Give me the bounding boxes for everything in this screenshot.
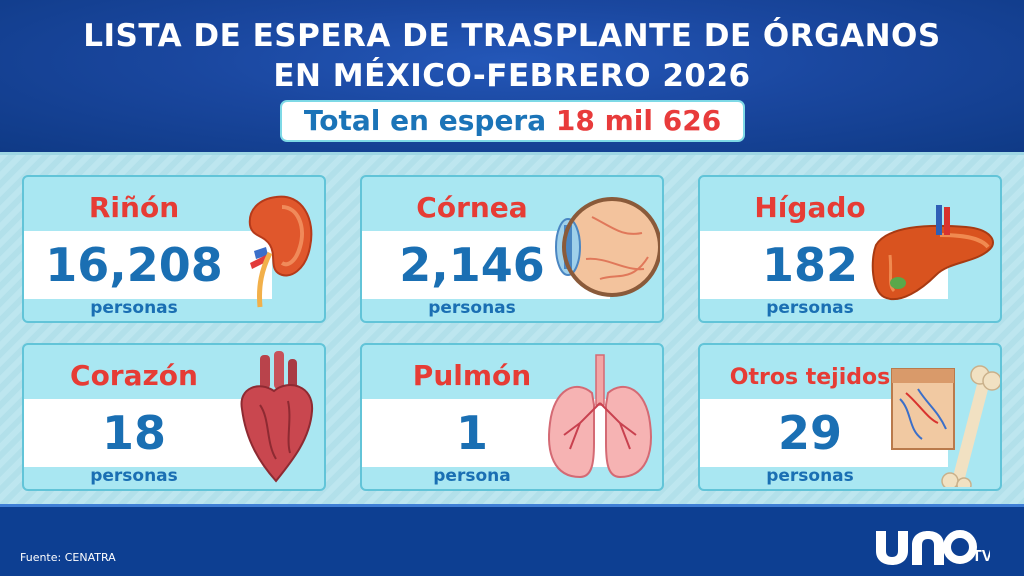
card-corazon: Corazón 18 personas xyxy=(22,343,326,491)
organ-name: Corazón xyxy=(70,359,198,392)
organ-name: Riñón xyxy=(88,191,180,224)
lungs-icon xyxy=(548,354,652,479)
organ-name: Hígado xyxy=(754,191,866,224)
organ-unit: personas xyxy=(766,466,854,486)
liver-icon xyxy=(871,205,994,301)
card-cornea: Córnea 2,146 personas xyxy=(360,175,664,323)
title-line-2: EN MÉXICO-FEBRERO 2026 xyxy=(273,58,751,94)
organ-count: 29 xyxy=(777,406,842,460)
organ-unit: personas xyxy=(90,466,178,486)
svg-text:TV: TV xyxy=(972,548,990,565)
footer: Fuente: CENATRA TV xyxy=(0,504,1024,576)
organ-count: 1 xyxy=(455,406,488,460)
total-value: 18 mil 626 xyxy=(555,104,722,137)
source-note: Fuente: CENATRA xyxy=(20,551,116,564)
organ-unit: personas xyxy=(766,298,854,318)
organ-unit: personas xyxy=(428,298,516,318)
organ-count: 2,146 xyxy=(399,238,545,292)
value-strip xyxy=(24,399,272,467)
unotv-logo: TV xyxy=(876,530,990,565)
total-label: Total en espera xyxy=(303,104,547,137)
card-rinon: Riñón 16,208 personas xyxy=(22,175,326,323)
card-higado: Hígado 182 personas xyxy=(698,175,1002,323)
eye-icon xyxy=(555,197,660,297)
organ-name: Otros tejidos xyxy=(729,365,891,390)
header: LISTA DE ESPERA DE TRASPLANTE DE ÓRGANOS… xyxy=(0,0,1024,152)
organ-count: 182 xyxy=(761,238,859,292)
title-line-1: LISTA DE ESPERA DE TRASPLANTE DE ÓRGANOS xyxy=(83,18,941,54)
kidney-icon xyxy=(248,195,313,308)
card-pulmon: Pulmón 1 persona xyxy=(360,343,664,491)
organ-unit: personas xyxy=(90,298,178,318)
organ-count: 16,208 xyxy=(45,238,223,292)
heart-icon xyxy=(240,351,314,483)
total-waiting-box: Total en espera 18 mil 626 xyxy=(280,100,745,142)
organ-name: Pulmón xyxy=(412,359,532,392)
organ-name: Córnea xyxy=(416,191,528,224)
card-otros-tejidos: Otros tejidos 29 personas xyxy=(698,343,1002,491)
organ-unit: persona xyxy=(433,466,511,486)
bone-tissue-icon xyxy=(891,365,1000,487)
organ-count: 18 xyxy=(101,406,166,460)
cards-area: Riñón 16,208 personas Córnea 2,146 perso… xyxy=(0,152,1024,504)
value-strip xyxy=(24,231,272,299)
